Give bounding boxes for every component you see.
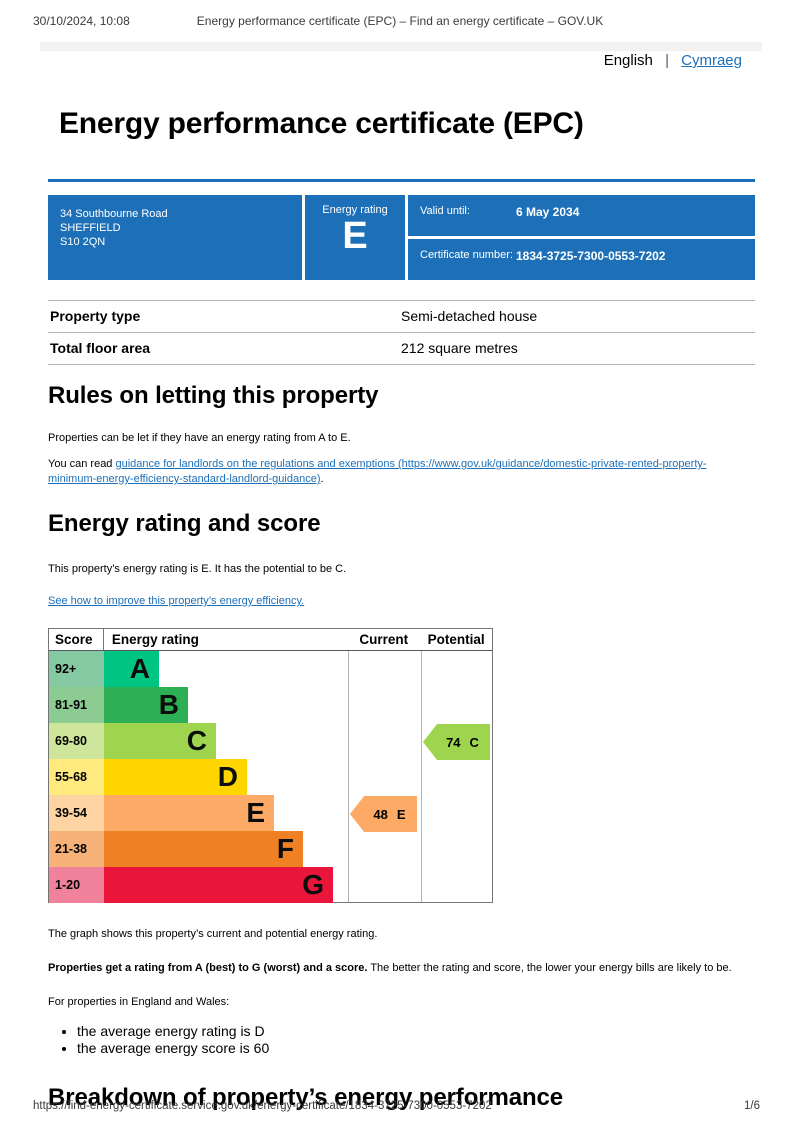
property-type-label: Property type xyxy=(50,308,141,324)
current-column-divider xyxy=(348,629,349,902)
title-divider-rule xyxy=(48,179,755,182)
epc-band-bar-b: B xyxy=(104,687,188,723)
improve-efficiency-link[interactable]: See how to improve this property’s energ… xyxy=(48,595,305,607)
language-separator: | xyxy=(665,52,669,69)
list-item-average-rating: the average energy rating is D xyxy=(77,1023,755,1040)
epc-band-row-b: 81-91 B xyxy=(49,687,492,723)
rules-para2-prefix: You can read xyxy=(48,458,116,470)
epc-band-bar-g: G xyxy=(104,867,333,903)
language-current-english: English xyxy=(603,52,653,69)
rating-explainer-text: Properties get a rating from A (best) to… xyxy=(48,961,755,976)
current-rating-arrow: 48 E xyxy=(350,796,417,832)
print-footer: https://find-energy-certificate.service.… xyxy=(33,1100,760,1112)
current-rating-score: 48 xyxy=(373,806,388,822)
list-item-average-score: the average energy score is 60 xyxy=(77,1040,755,1057)
print-footer-page-number: 1/6 xyxy=(744,1100,760,1112)
property-address: 34 Southbourne Road SHEFFIELD S10 2QN xyxy=(48,195,302,280)
epc-band-row-e: 39-54 E xyxy=(49,795,492,831)
epc-band-bar-a: A xyxy=(104,651,159,687)
chart-header-potential: Potential xyxy=(427,632,485,647)
print-page-title: Energy performance certificate (EPC) – F… xyxy=(196,14,604,28)
epc-band-row-d: 55-68 D xyxy=(49,759,492,795)
chart-header-current: Current xyxy=(359,632,409,647)
certificate-number-label: Certificate number: xyxy=(420,249,513,261)
epc-chart-header: Score Energy rating Current Potential xyxy=(49,629,492,651)
print-footer-url: https://find-energy-certificate.service.… xyxy=(33,1100,492,1112)
epc-band-bar-f: F xyxy=(104,831,303,867)
epc-band-bar-d: D xyxy=(104,759,247,795)
breakdown-heading: Breakdown of property’s energy performan… xyxy=(48,1084,564,1111)
chart-header-score: Score xyxy=(49,629,104,650)
epc-band-row-f: 21-38 F xyxy=(49,831,492,867)
epc-score-range-a: 92+ xyxy=(49,651,104,687)
main-content: Energy performance certificate (EPC) 34 … xyxy=(48,0,755,1112)
print-header: 30/10/2024, 10:08 Energy performance cer… xyxy=(33,14,767,28)
epc-score-range-c: 69-80 xyxy=(49,723,104,759)
print-datetime: 30/10/2024, 10:08 xyxy=(33,14,130,28)
floor-area-label: Total floor area xyxy=(50,340,151,356)
valid-until-value: 6 May 2034 xyxy=(516,205,580,219)
epc-chart-body: 92+ A 81-91 B 69-80 C 55-68 D 39-54 E 21-38 F 1-20 G xyxy=(49,651,492,903)
certificate-details-panel: Valid until: 6 May 2034 Certificate numb… xyxy=(408,195,755,280)
rating-summary-text: This property’s energy rating is E. It h… xyxy=(48,563,347,575)
epc-band-bar-e: E xyxy=(104,795,274,831)
rating-score-heading: Energy rating and score xyxy=(48,510,321,537)
epc-band-row-g: 1-20 G xyxy=(49,867,492,903)
table-row-floor-area: Total floor area 212 square metres xyxy=(48,332,755,365)
epc-score-range-g: 1-20 xyxy=(49,867,104,903)
page-title: Energy performance certificate (EPC) xyxy=(59,107,584,140)
certificate-number-value: 1834-3725-7300-0553-7202 xyxy=(516,249,666,263)
rules-paragraph-2: You can read guidance for landlords on t… xyxy=(48,457,738,487)
table-row-property-type: Property type Semi-detached house xyxy=(48,300,755,332)
rating-explainer-rest: The better the rating and score, the low… xyxy=(367,962,732,974)
address-line-2: SHEFFIELD xyxy=(60,222,121,234)
epc-score-range-e: 39-54 xyxy=(49,795,104,831)
chart-header-energy-rating: Energy rating xyxy=(111,632,199,647)
potential-column-divider xyxy=(421,629,422,902)
epc-score-range-f: 21-38 xyxy=(49,831,104,867)
language-switcher: English | Cymraeg xyxy=(604,52,742,69)
landlord-guidance-link[interactable]: guidance for landlords on the regulation… xyxy=(48,458,707,485)
header-gray-strip xyxy=(40,42,762,51)
certificate-summary-box: 34 Southbourne Road SHEFFIELD S10 2QN En… xyxy=(48,195,755,280)
energy-rating-panel: Energy rating E xyxy=(305,195,405,280)
epc-score-range-d: 55-68 xyxy=(49,759,104,795)
current-rating-letter: E xyxy=(396,806,406,822)
average-ratings-list: the average energy rating is D the avera… xyxy=(77,1023,755,1057)
potential-rating-letter: C xyxy=(469,734,479,750)
improve-paragraph: See how to improve this property’s energ… xyxy=(48,594,755,609)
valid-until-label: Valid until: xyxy=(420,205,470,217)
epc-rating-chart: Score Energy rating Current Potential 92… xyxy=(48,628,493,903)
rules-paragraph-1: Properties can be let if they have an en… xyxy=(48,432,351,444)
certificate-number-row: Certificate number: 1834-3725-7300-0553-… xyxy=(408,239,755,280)
rating-explainer-bold: Properties get a rating from A (best) to… xyxy=(48,962,368,974)
graph-explainer-text: The graph shows this property’s current … xyxy=(48,928,378,940)
epc-band-row-a: 92+ A xyxy=(49,651,492,687)
rules-para2-suffix: . xyxy=(320,473,324,485)
address-line-3: S10 2QN xyxy=(60,236,106,248)
property-facts-table: Property type Semi-detached house Total … xyxy=(48,300,755,365)
address-line-1: 34 Southbourne Road xyxy=(60,208,168,220)
epc-band-bar-c: C xyxy=(104,723,216,759)
valid-until-row: Valid until: 6 May 2034 xyxy=(408,195,755,236)
england-wales-text: For properties in England and Wales: xyxy=(48,996,230,1008)
epc-band-row-c: 69-80 C xyxy=(49,723,492,759)
energy-rating-value: E xyxy=(342,215,368,257)
property-type-value: Semi-detached house xyxy=(401,308,538,324)
language-link-cymraeg[interactable]: Cymraeg xyxy=(681,52,742,69)
potential-rating-arrow: 74 C xyxy=(423,724,490,760)
epc-score-range-b: 81-91 xyxy=(49,687,104,723)
energy-rating-label: Energy rating xyxy=(322,204,388,216)
floor-area-value: 212 square metres xyxy=(401,340,518,356)
rules-heading: Rules on letting this property xyxy=(48,382,379,409)
potential-rating-score: 74 xyxy=(446,734,461,750)
